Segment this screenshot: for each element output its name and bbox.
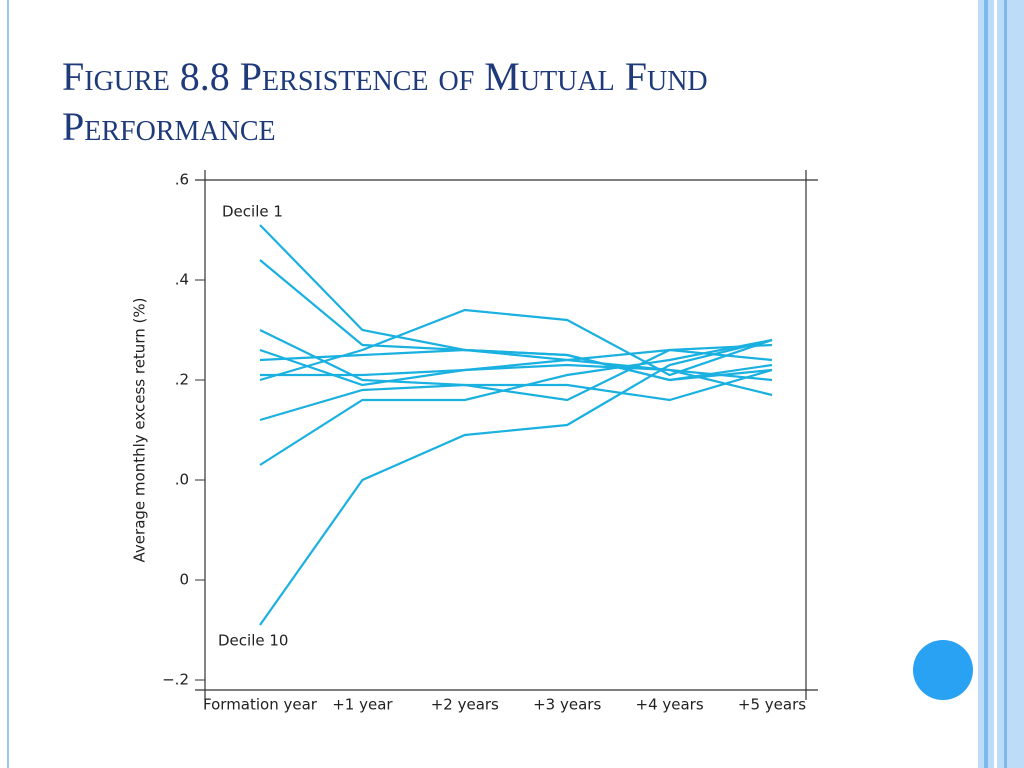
annotation: Decile 1: [222, 203, 283, 221]
x-tick-label: +4 years: [636, 696, 704, 714]
slide-title: Figure 8.8 Persistence of Mutual Fund Pe…: [62, 54, 708, 149]
decor-circle: [913, 640, 973, 700]
series-line: [259, 338, 773, 466]
y-tick-label: .6: [175, 171, 189, 189]
series-line: [259, 329, 773, 402]
right-stripe: [1004, 0, 1007, 768]
annotation: Decile 10: [218, 632, 288, 650]
x-tick-label: +1 year: [332, 696, 393, 714]
y-tick-label: −.2: [162, 671, 189, 689]
y-tick-label: .4: [175, 271, 189, 289]
right-stripe: [994, 0, 997, 768]
series-line: [259, 308, 773, 382]
y-tick-label: 0: [179, 571, 189, 589]
y-axis-label: Average monthly excess return (%): [131, 298, 149, 563]
series-line: [259, 348, 773, 387]
series-line: [259, 343, 773, 422]
series-line: [259, 338, 773, 626]
plot-frame: [195, 170, 818, 700]
right-stripe: [984, 0, 988, 768]
y-tick-label: .2: [175, 371, 189, 389]
series-line: [259, 224, 773, 397]
x-tick-label: +3 years: [533, 696, 601, 714]
series-line: [260, 363, 773, 382]
x-tick-label: +5 years: [738, 696, 806, 714]
x-tick-label: Formation year: [203, 696, 318, 714]
series-line: [259, 259, 773, 382]
x-tick-label: +2 years: [431, 696, 499, 714]
y-tick-label: .0: [175, 471, 189, 489]
